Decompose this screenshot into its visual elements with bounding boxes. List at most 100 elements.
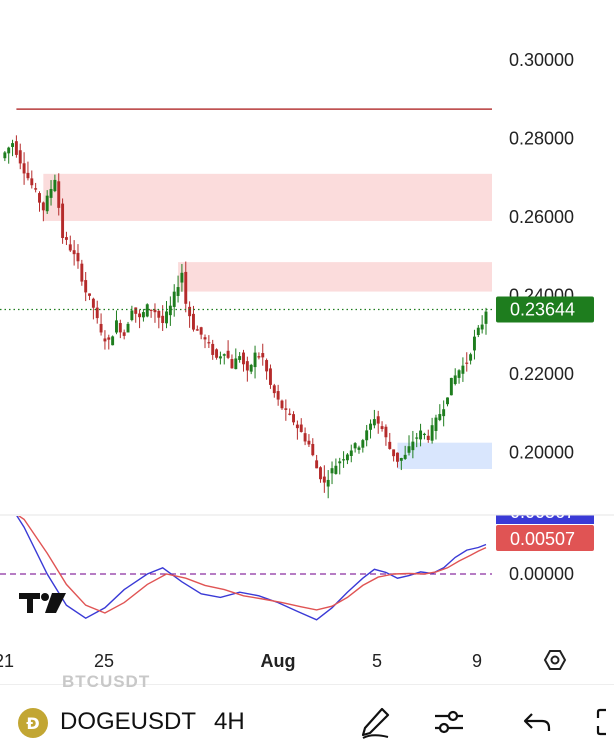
bottom-toolbar bbox=[0, 684, 614, 753]
price-tick-label: 0.20000 bbox=[509, 443, 574, 463]
chart-svg[interactable]: 0.300000.280000.260000.240000.220000.200… bbox=[0, 0, 614, 684]
candle-body bbox=[91, 298, 95, 308]
candle bbox=[115, 310, 118, 335]
candle bbox=[61, 198, 65, 244]
candle bbox=[168, 296, 172, 326]
candle-body bbox=[141, 312, 145, 318]
candle-body bbox=[53, 179, 57, 192]
candle bbox=[422, 432, 426, 440]
candle bbox=[30, 170, 34, 189]
candle bbox=[53, 174, 57, 193]
candle-body bbox=[299, 424, 303, 432]
candle bbox=[369, 419, 372, 439]
candle-body bbox=[342, 459, 346, 461]
candle bbox=[272, 383, 276, 398]
fullscreen-icon[interactable] bbox=[592, 704, 614, 740]
candle bbox=[426, 429, 430, 443]
candle-body bbox=[161, 315, 165, 323]
candle-body bbox=[372, 419, 376, 426]
candle-body bbox=[338, 461, 342, 464]
candle-body bbox=[57, 181, 61, 208]
candle-body bbox=[449, 377, 453, 396]
last-price-badge bbox=[496, 296, 594, 323]
candle bbox=[380, 421, 384, 432]
candle-body bbox=[80, 263, 84, 282]
candle bbox=[384, 424, 388, 446]
candle-body bbox=[130, 310, 134, 321]
pen-icon[interactable] bbox=[358, 704, 392, 740]
candle bbox=[153, 303, 157, 323]
sliders-icon[interactable] bbox=[432, 704, 466, 740]
candle-body bbox=[238, 356, 242, 360]
candle-body bbox=[369, 423, 372, 430]
candle bbox=[203, 334, 207, 349]
candle bbox=[342, 451, 346, 468]
candle bbox=[103, 330, 107, 350]
candle bbox=[453, 368, 457, 386]
time-tick-label: 9 bbox=[472, 651, 482, 671]
undo-icon[interactable] bbox=[520, 704, 554, 740]
candle bbox=[38, 191, 41, 212]
candle-body bbox=[184, 271, 188, 304]
candle-body bbox=[268, 368, 272, 385]
candle-body bbox=[265, 360, 269, 372]
candle bbox=[311, 438, 315, 457]
candle-body bbox=[303, 433, 307, 442]
candle-body bbox=[11, 143, 15, 147]
candle bbox=[319, 466, 322, 483]
candle bbox=[472, 329, 476, 360]
candle bbox=[18, 143, 22, 170]
candle-body bbox=[195, 329, 199, 331]
candle bbox=[376, 410, 380, 434]
last-price-marker: 0.23644 bbox=[0, 296, 594, 323]
zone-supply-1 bbox=[178, 262, 493, 292]
candle bbox=[338, 457, 342, 475]
oscillator-series-0 bbox=[16, 516, 487, 621]
candle bbox=[91, 297, 95, 320]
candle-body bbox=[115, 320, 118, 333]
candle-body bbox=[422, 433, 426, 436]
candle bbox=[261, 343, 265, 366]
price-tick-label: 0.22000 bbox=[509, 364, 574, 384]
price-tick-label: 0.28000 bbox=[509, 129, 574, 149]
time-tick-label: 5 bbox=[372, 651, 382, 671]
candle bbox=[449, 377, 453, 396]
candle bbox=[415, 432, 419, 448]
symbol-button[interactable]: DOGEUSDT bbox=[60, 708, 197, 735]
candle-body bbox=[461, 365, 465, 374]
candle-body bbox=[295, 424, 299, 429]
candle bbox=[353, 442, 357, 453]
candle bbox=[157, 309, 161, 329]
candle-body bbox=[99, 323, 103, 333]
doge-coin-icon[interactable]: Ð bbox=[18, 708, 48, 738]
candle bbox=[176, 275, 180, 303]
candle bbox=[211, 339, 215, 360]
settings-hex-icon[interactable] bbox=[543, 650, 567, 670]
price-axis: 0.300000.280000.260000.240000.220000.200… bbox=[509, 50, 574, 463]
candle bbox=[480, 315, 484, 334]
candle-body bbox=[319, 467, 322, 480]
candle bbox=[242, 349, 245, 372]
candle bbox=[465, 352, 469, 372]
candle-body bbox=[392, 449, 396, 457]
candle bbox=[315, 454, 319, 469]
ghost-symbol: BTCUSDT bbox=[62, 672, 151, 691]
candle bbox=[484, 307, 488, 335]
candle-body bbox=[41, 202, 45, 211]
candle bbox=[68, 235, 72, 253]
interval-button[interactable]: 4H bbox=[214, 708, 245, 735]
candle-body bbox=[34, 188, 38, 190]
candle bbox=[34, 182, 38, 193]
candle-body bbox=[49, 188, 53, 198]
candle-body bbox=[134, 307, 138, 314]
osc-badge-red bbox=[496, 525, 594, 551]
candle bbox=[188, 301, 192, 328]
candle-body bbox=[103, 338, 107, 342]
candle bbox=[238, 352, 242, 363]
candle-body bbox=[30, 178, 34, 186]
candle-body bbox=[211, 343, 215, 355]
time-tick-label: 21 bbox=[0, 651, 14, 671]
candle bbox=[207, 335, 211, 348]
candle bbox=[107, 334, 111, 350]
